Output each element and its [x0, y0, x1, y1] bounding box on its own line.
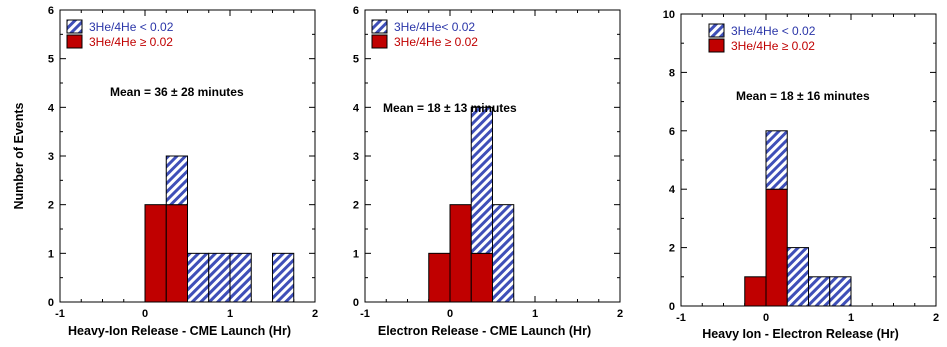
x-tick-label: 1 — [227, 308, 233, 320]
y-tick-label: 2 — [353, 200, 359, 212]
y-tick-label: 0 — [353, 297, 359, 309]
x-tick-label: -1 — [360, 308, 370, 320]
legend-label-low-ratio: 3He/4He < 0.02 — [89, 20, 174, 34]
x-tick-label: 0 — [142, 308, 148, 320]
y-tick-label: 4 — [353, 102, 360, 114]
legend-swatch-low-ratio — [371, 19, 388, 34]
x-tick-label: 2 — [617, 308, 623, 320]
bar-high-ratio — [165, 204, 188, 303]
x-tick-label: 0 — [447, 308, 453, 320]
legend-swatch-high-ratio — [371, 34, 388, 49]
bar-low-ratio — [187, 252, 210, 303]
y-tick-label: 4 — [669, 184, 676, 196]
x-axis-label: Heavy-Ion Release - CME Launch (Hr) — [68, 324, 291, 338]
y-tick-label: 4 — [48, 102, 55, 114]
legend-label-high-ratio: 3He/4He ≥ 0.02 — [89, 35, 173, 49]
x-tick-label: 2 — [312, 308, 318, 320]
x-tick-label: 0 — [763, 312, 769, 324]
mean-annotation: Mean = 18 ± 13 minutes — [383, 101, 517, 115]
y-tick-label: 5 — [48, 54, 54, 66]
legend-swatch-high-ratio — [708, 38, 725, 53]
legend-label-low-ratio: 3He/4He < 0.02 — [731, 24, 816, 38]
x-tick-label: -1 — [55, 308, 65, 320]
y-tick-label: 8 — [669, 67, 675, 79]
y-tick-label: 3 — [48, 151, 54, 163]
y-tick-label: 0 — [48, 297, 54, 309]
legend-label-low-ratio: 3He/4He< 0.02 — [394, 20, 475, 34]
bar-high-ratio — [765, 188, 788, 307]
bar-low-ratio — [492, 204, 515, 303]
bar-low-ratio — [272, 252, 295, 303]
bar-high-ratio — [449, 204, 472, 303]
y-tick-label: 10 — [663, 9, 675, 21]
x-axis-label: Electron Release - CME Launch (Hr) — [378, 324, 591, 338]
bar-high-ratio — [428, 252, 451, 303]
y-tick-label: 2 — [669, 243, 675, 255]
bar-low-ratio — [229, 252, 252, 303]
bar-low-ratio — [470, 106, 493, 254]
legend-swatch-low-ratio — [708, 23, 725, 38]
bar-low-ratio — [165, 155, 188, 206]
bar-low-ratio — [765, 130, 788, 190]
y-tick-label: 6 — [669, 126, 675, 138]
y-tick-label: 6 — [353, 5, 359, 17]
bar-high-ratio — [144, 204, 167, 303]
mean-annotation: Mean = 36 ± 28 minutes — [110, 85, 244, 99]
x-tick-label: -1 — [676, 312, 686, 324]
legend-label-high-ratio: 3He/4He ≥ 0.02 — [731, 39, 815, 53]
bar-low-ratio — [786, 247, 809, 307]
y-tick-label: 1 — [353, 248, 359, 260]
bar-low-ratio — [208, 252, 231, 303]
y-axis-label: Number of Events — [12, 102, 26, 209]
y-tick-label: 5 — [353, 54, 359, 66]
y-tick-label: 2 — [48, 200, 54, 212]
y-tick-label: 0 — [669, 301, 675, 313]
x-tick-label: 1 — [848, 312, 854, 324]
bar-low-ratio — [829, 276, 852, 307]
bar-high-ratio — [470, 252, 493, 303]
mean-annotation: Mean = 18 ± 16 minutes — [736, 89, 870, 103]
bar-high-ratio — [744, 276, 767, 307]
y-tick-label: 3 — [353, 151, 359, 163]
x-tick-label: 1 — [532, 308, 538, 320]
x-axis-label: Heavy Ion - Electron Release (Hr) — [702, 327, 899, 341]
legend-swatch-low-ratio — [66, 19, 83, 34]
y-tick-label: 6 — [48, 5, 54, 17]
y-tick-label: 1 — [48, 248, 54, 260]
x-tick-label: 2 — [933, 312, 939, 324]
legend-label-high-ratio: 3He/4He ≥ 0.02 — [394, 35, 478, 49]
bar-low-ratio — [808, 276, 831, 307]
legend-swatch-high-ratio — [66, 34, 83, 49]
